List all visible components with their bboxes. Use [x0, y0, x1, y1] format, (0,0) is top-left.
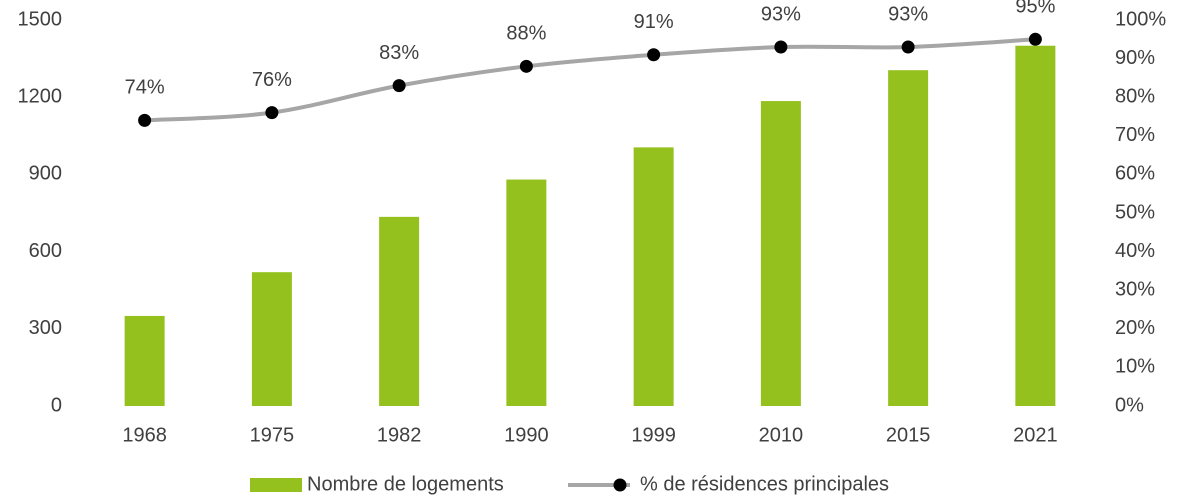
- marker: [647, 48, 661, 62]
- legend-marker: [613, 478, 627, 492]
- line: [144, 37, 1036, 123]
- x-tick-label: 2021: [1013, 424, 1058, 446]
- y2-tick-label: 50%: [1115, 201, 1155, 223]
- bar: [1015, 45, 1056, 406]
- marker: [1028, 32, 1042, 46]
- marker: [901, 40, 915, 54]
- bar: [888, 70, 929, 407]
- data-label: 95%: [1015, 0, 1055, 18]
- marker: [138, 113, 152, 127]
- data-label: 83%: [379, 42, 419, 64]
- y2-tick-label: 40%: [1115, 240, 1155, 262]
- marker: [519, 59, 533, 73]
- y2-tick-label: 0%: [1115, 394, 1144, 416]
- marker: [774, 40, 788, 54]
- x-tick-label: 1990: [504, 424, 549, 446]
- bar: [760, 101, 801, 406]
- y2-tick-label: 20%: [1115, 317, 1155, 339]
- data-label: 93%: [761, 3, 801, 25]
- y2-tick-label: 60%: [1115, 163, 1155, 185]
- data-label: 93%: [888, 3, 928, 25]
- data-label: 76%: [252, 69, 292, 91]
- y-tick-label: 1200: [18, 85, 63, 107]
- marker: [392, 79, 406, 93]
- x-tick-label: 1999: [631, 424, 676, 446]
- legend-label: Nombre de logements: [307, 473, 504, 495]
- bar: [251, 272, 292, 406]
- y2-tick-label: 70%: [1115, 124, 1155, 146]
- y-tick-label: 0: [51, 394, 62, 416]
- y-tick-label: 600: [29, 240, 62, 262]
- y-tick-label: 900: [29, 163, 62, 185]
- y2-tick-label: 80%: [1115, 85, 1155, 107]
- x-tick-label: 2010: [759, 424, 804, 446]
- x-tick-label: 1968: [122, 424, 167, 446]
- y-tick-label: 300: [29, 317, 62, 339]
- y2-tick-label: 10%: [1115, 356, 1155, 378]
- bar: [379, 216, 420, 406]
- legend-label: % de résidences principales: [640, 473, 889, 495]
- x-tick-label: 1975: [250, 424, 295, 446]
- x-tick-label: 1982: [377, 424, 422, 446]
- marker: [265, 106, 279, 120]
- y2-tick-label: 90%: [1115, 47, 1155, 69]
- bar: [633, 147, 674, 406]
- y-tick-label: 1500: [18, 8, 63, 30]
- bar: [124, 315, 165, 406]
- data-label: 88%: [506, 23, 546, 45]
- data-label: 91%: [634, 11, 674, 33]
- bar: [506, 179, 547, 406]
- y2-tick-label: 100%: [1115, 8, 1166, 30]
- x-tick-label: 2015: [886, 424, 931, 446]
- legend-swatch: [250, 478, 302, 492]
- data-label: 74%: [125, 77, 165, 99]
- y2-tick-label: 30%: [1115, 278, 1155, 300]
